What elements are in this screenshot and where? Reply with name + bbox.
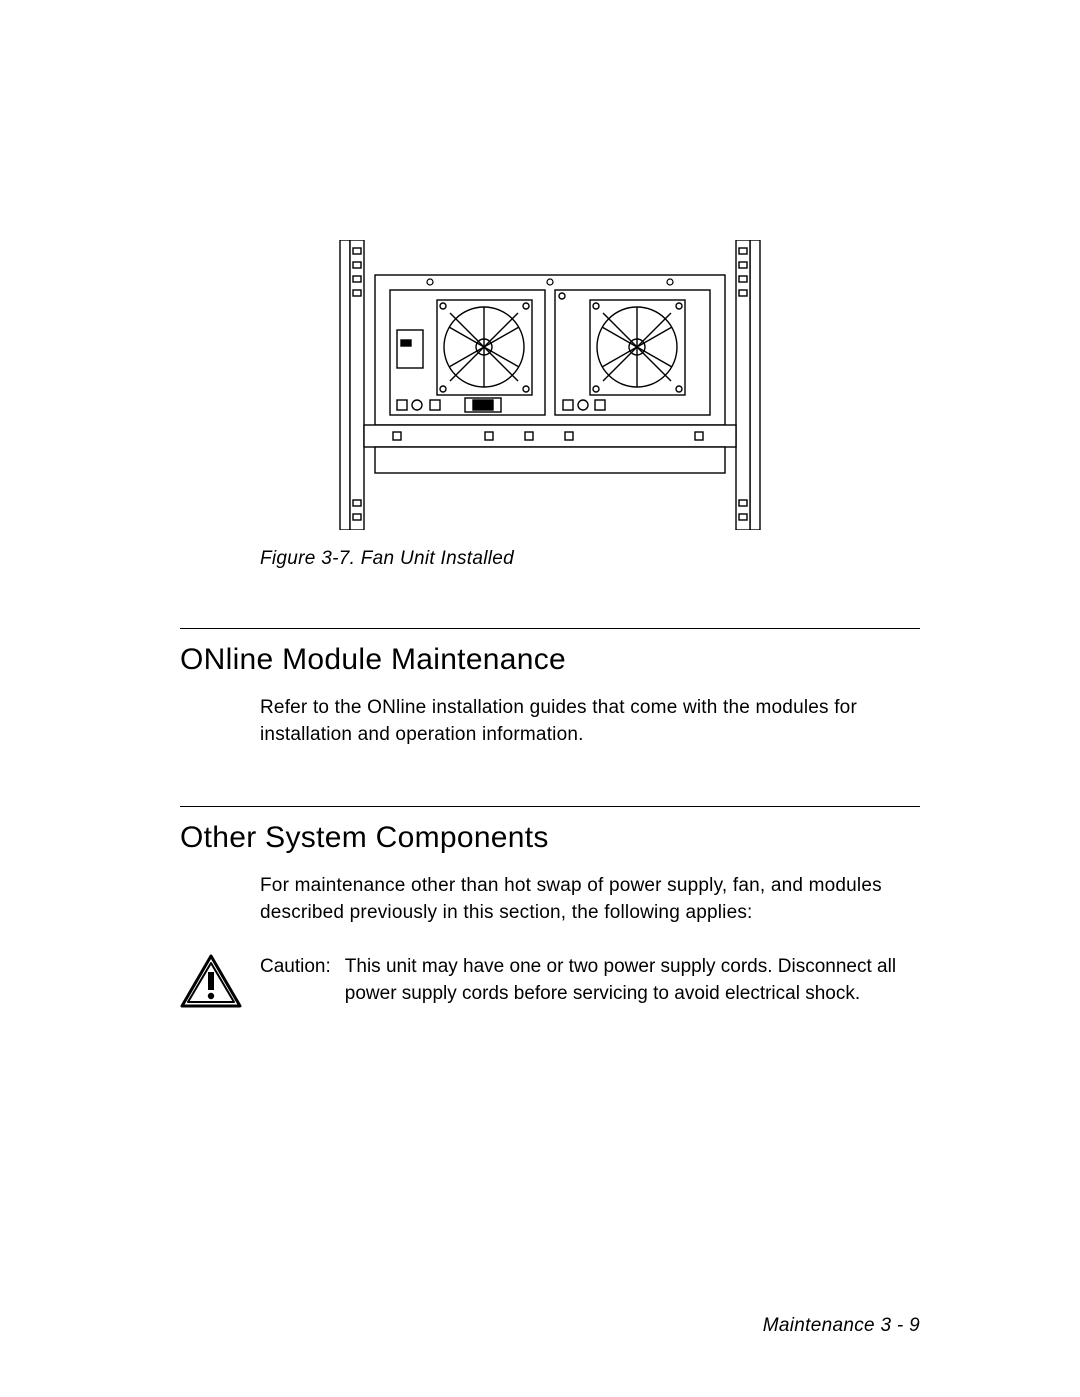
fan-unit-diagram (335, 240, 765, 530)
section-module-maintenance: ONline Module Maintenance Refer to the O… (180, 628, 920, 748)
section-title: ONline Module Maintenance (180, 643, 920, 677)
section-title: Other System Components (180, 821, 920, 855)
section-body: Refer to the ONline installation guides … (260, 695, 910, 748)
caution-text-block: Caution: This unit may have one or two p… (260, 954, 920, 1007)
caution-icon (180, 954, 242, 1010)
section-rule (180, 628, 920, 629)
caution-body: This unit may have one or two power supp… (345, 954, 920, 1007)
section-other-components: Other System Components For maintenance … (180, 806, 920, 1010)
document-page: Figure 3-7. Fan Unit Installed ONline Mo… (0, 0, 1080, 1397)
section-rule (180, 806, 920, 807)
figure-area: Figure 3-7. Fan Unit Installed (180, 240, 920, 570)
figure-caption: Figure 3-7. Fan Unit Installed (260, 548, 514, 570)
section-body: For maintenance other than hot swap of p… (260, 873, 910, 926)
caution-row: Caution: This unit may have one or two p… (180, 954, 920, 1010)
caution-label: Caution: (260, 954, 331, 1007)
page-footer: Maintenance 3 - 9 (763, 1315, 920, 1337)
